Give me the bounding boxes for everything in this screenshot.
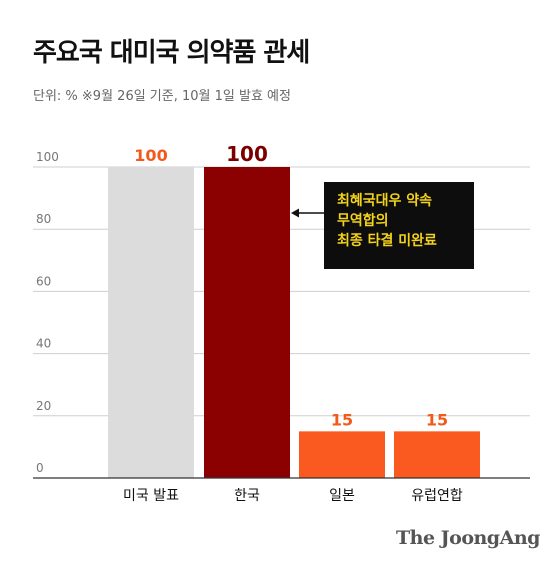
annotation-line: 무역합의 [337,213,389,229]
annotation-callout: 최혜국대우 약속 무역합의 최종 타결 미완료 [324,182,474,269]
x-tick-label: 유럽연합 [411,488,463,504]
chart-subtitle: 단위: % ※9월 26일 기준, 10월 1일 발효 예정 [33,89,291,104]
y-tick-label: 40 [36,337,51,351]
y-tick-label: 20 [36,399,51,413]
annotation-line: 최혜국대우 약속 [337,193,433,209]
data-label: 100 [134,146,167,165]
arrow-left-icon [291,208,324,218]
data-label: 100 [226,142,268,166]
data-label: 15 [426,410,448,429]
x-tick-label: 한국 [234,488,260,504]
y-tick-label: 80 [36,212,51,226]
bar [299,431,385,478]
y-tick-label: 100 [36,150,59,164]
x-tick-label: 일본 [329,488,355,504]
bar [394,431,480,478]
x-tick-label: 미국 발표 [123,488,179,504]
data-label: 15 [331,410,353,429]
publisher-logo: The JoongAng [396,527,540,549]
y-tick-label: 60 [36,274,51,288]
bar [204,167,290,478]
bar [108,167,194,478]
annotation-line: 최종 타결 미완료 [337,233,437,249]
y-tick-label: 0 [36,461,44,475]
chart-title: 주요국 대미국 의약품 관세 [33,38,310,68]
